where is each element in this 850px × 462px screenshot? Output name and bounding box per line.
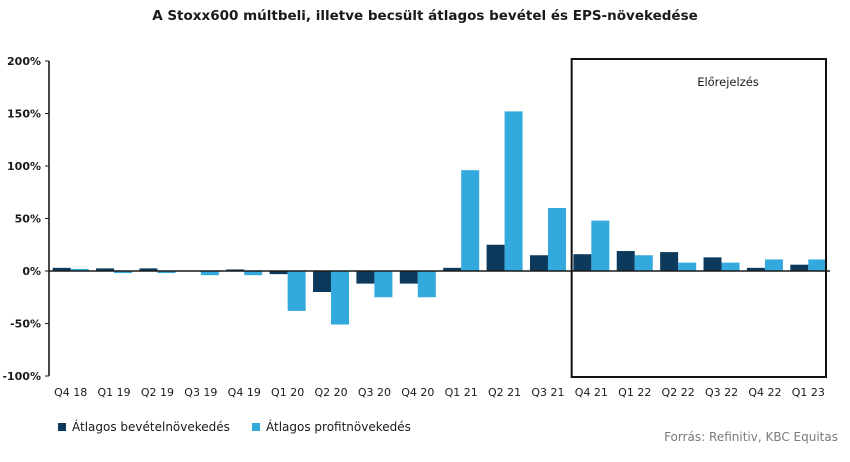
bar-profit — [504, 111, 523, 272]
bar-profit — [634, 255, 653, 271]
x-tick-label: Q3 21 — [531, 386, 564, 399]
forecast-box — [570, 58, 828, 378]
x-tick-label: Q1 21 — [445, 386, 478, 399]
bar-profit — [287, 271, 306, 311]
bar-revenue — [486, 244, 505, 271]
x-tick-label: Q1 22 — [618, 386, 651, 399]
x-tick-label: Q4 18 — [54, 386, 87, 399]
bar-profit — [244, 271, 263, 276]
legend-swatch-revenue — [58, 423, 66, 431]
bar-profit — [417, 271, 436, 298]
bar-profit — [374, 271, 393, 298]
x-tick-label: Q3 22 — [705, 386, 738, 399]
bar-revenue — [139, 268, 158, 271]
legend-swatch-profit — [252, 423, 260, 431]
x-tick-label: Q4 21 — [575, 386, 608, 399]
x-tick-label: Q3 20 — [358, 386, 391, 399]
x-tick-label: Q2 19 — [141, 386, 174, 399]
bar-revenue — [790, 264, 809, 271]
bar-revenue — [313, 271, 332, 292]
x-tick-label: Q3 19 — [184, 386, 217, 399]
x-tick-label: Q2 20 — [314, 386, 347, 399]
y-tick-label: 50% — [15, 213, 41, 226]
x-tick-label: Q1 20 — [271, 386, 304, 399]
legend-item-revenue: Átlagos bevételnövekedés — [58, 420, 230, 434]
x-tick-label: Q2 21 — [488, 386, 521, 399]
bar-revenue — [573, 254, 592, 271]
y-tick-label: -100% — [2, 370, 41, 383]
x-tick-label: Q1 23 — [792, 386, 825, 399]
source-note: Forrás: Refinitiv, KBC Equitas — [664, 430, 838, 444]
bar-profit — [764, 259, 783, 271]
x-tick-label: Q1 19 — [98, 386, 131, 399]
y-tick-label: 150% — [7, 108, 41, 121]
bar-profit — [114, 271, 133, 274]
bar-revenue — [443, 267, 462, 271]
bar-revenue — [226, 269, 245, 271]
bar-profit — [547, 208, 566, 271]
y-tick-label: 100% — [7, 160, 41, 173]
bar-profit — [721, 262, 740, 271]
forecast-label: Előrejelzés — [697, 75, 759, 89]
bar-profit — [70, 268, 89, 271]
bar-revenue — [746, 267, 765, 271]
bar-profit — [808, 259, 827, 271]
x-tick-label: Q4 19 — [228, 386, 261, 399]
x-tick-label: Q2 22 — [662, 386, 695, 399]
bar-revenue — [52, 267, 71, 271]
bar-revenue — [269, 271, 288, 275]
y-tick-label: 0% — [22, 265, 41, 278]
bar-profit — [678, 262, 697, 271]
bar-revenue — [660, 252, 679, 271]
bar-revenue — [616, 251, 635, 271]
y-tick-label: 200% — [7, 55, 41, 68]
legend-item-profit: Átlagos profitnövekedés — [252, 420, 411, 434]
bar-profit — [591, 220, 610, 271]
bar-revenue — [399, 271, 418, 284]
bar-revenue — [529, 255, 548, 271]
x-tick-label: Q4 22 — [748, 386, 781, 399]
y-tick-label: -50% — [10, 318, 41, 331]
bar-revenue — [356, 271, 375, 284]
bar-revenue — [703, 257, 722, 271]
x-tick-label: Q4 20 — [401, 386, 434, 399]
legend-label-revenue: Átlagos bevételnövekedés — [72, 420, 230, 434]
chart-title: A Stoxx600 múltbeli, illetve becsült átl… — [152, 8, 698, 24]
bar-profit — [461, 170, 480, 271]
bar-profit — [331, 271, 350, 325]
bar-profit — [157, 271, 176, 274]
legend-label-profit: Átlagos profitnövekedés — [266, 420, 411, 434]
bar-profit — [200, 271, 219, 276]
bar-revenue — [96, 268, 115, 271]
